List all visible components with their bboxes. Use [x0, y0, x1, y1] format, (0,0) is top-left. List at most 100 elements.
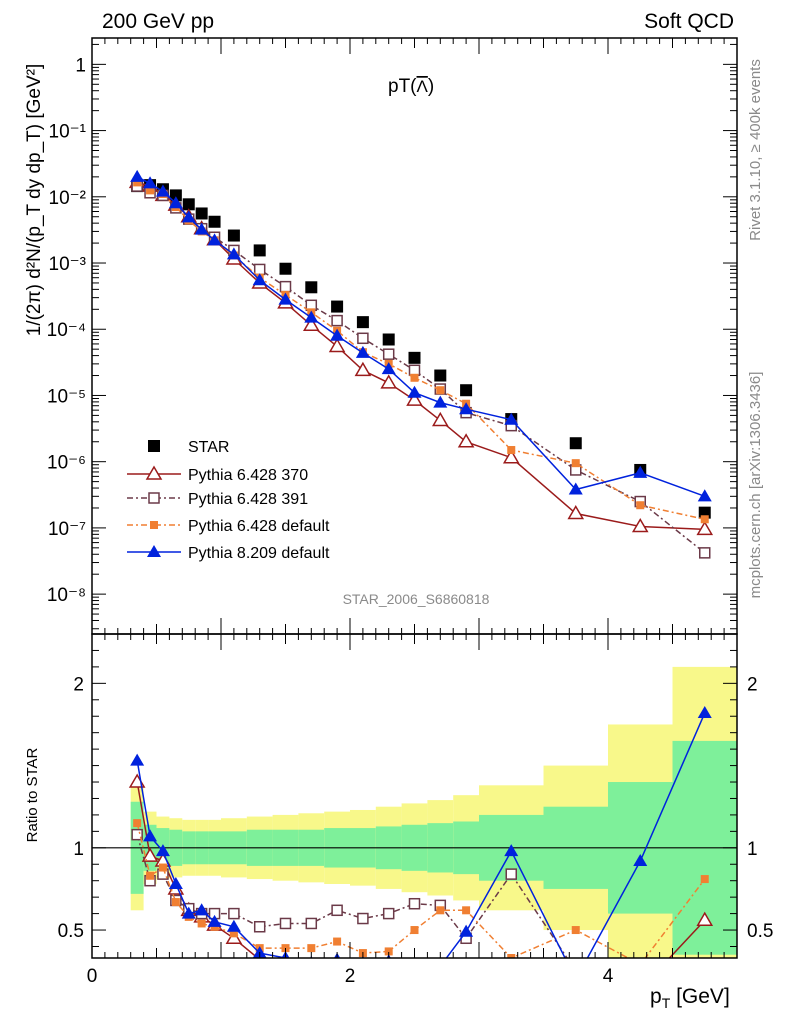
ratio-point	[279, 917, 292, 930]
data-point	[434, 369, 447, 382]
data-point	[208, 215, 221, 228]
data-point	[354, 361, 372, 377]
ratio-point	[700, 966, 710, 976]
data-point	[130, 169, 145, 182]
data-point	[195, 207, 208, 220]
legend-label: Pythia 6.428 391	[188, 491, 308, 508]
ratio-point	[410, 926, 419, 935]
ratio-point	[414, 957, 415, 958]
data-point	[382, 333, 395, 346]
ratio-pythia-8-209-default	[130, 705, 712, 984]
lower-y-ticks: 0.5 0.5 1 1 2 2	[58, 649, 773, 947]
data-point	[380, 374, 398, 389]
ratio-point	[635, 976, 645, 986]
ratio-point	[462, 906, 471, 915]
ratio-point	[569, 972, 583, 984]
data-point	[457, 433, 475, 448]
data-point	[194, 222, 209, 235]
y-tick-label: 0.5	[58, 921, 84, 942]
legend-marker	[147, 545, 161, 558]
plot-title-symbol: Λ	[417, 77, 429, 96]
ratio-point	[382, 907, 395, 920]
data-point	[382, 348, 395, 360]
ratio-point	[504, 963, 518, 975]
ratio-point	[433, 971, 447, 983]
ratio-point	[226, 919, 241, 932]
ratio-point	[433, 959, 447, 971]
data-point	[567, 505, 585, 520]
x-tick-label: 0	[87, 966, 98, 987]
lower-series	[128, 705, 714, 1002]
ratio-point	[382, 969, 396, 981]
legend-marker	[148, 440, 160, 452]
ratio-point	[155, 844, 170, 857]
data-point	[330, 328, 345, 341]
analysis-tag: STAR_2006_S6860818	[343, 591, 490, 607]
ratio-point	[408, 967, 422, 979]
y-tick-label: 10⁻⁶	[47, 453, 86, 474]
data-point	[357, 332, 369, 345]
lower-ylabel: Ratio to STAR	[24, 747, 41, 842]
ratio-point	[357, 912, 369, 925]
y-tick-label: 10⁻²	[49, 188, 87, 209]
data-point	[569, 437, 582, 450]
data-point	[133, 178, 142, 187]
ratio-point	[130, 753, 145, 766]
data-point	[696, 520, 714, 536]
data-point	[406, 391, 423, 406]
ratio-point	[333, 937, 342, 946]
ratio-point	[436, 906, 445, 915]
x-ticks: 0 2 4	[87, 38, 738, 987]
data-point	[436, 386, 445, 395]
data-point	[304, 310, 319, 323]
ratio-point	[569, 990, 583, 1002]
data-point	[253, 244, 266, 257]
x-tick-label: 2	[345, 966, 356, 987]
y-tick-label-right: 2	[747, 674, 758, 695]
data-point	[633, 465, 648, 478]
data-point	[431, 411, 449, 427]
ratio-point	[141, 847, 159, 862]
data-point	[410, 373, 419, 382]
data-point	[146, 186, 155, 195]
ratio-point	[168, 876, 183, 890]
series-pythia-8-209-default	[130, 169, 712, 502]
ratio-point	[146, 871, 155, 880]
ratio-point	[194, 903, 209, 916]
ratio-point	[207, 914, 222, 927]
data-point	[143, 176, 158, 189]
ratio-point	[505, 868, 517, 880]
rivet-label: Rivet 3.1.10, ≥ 400k events	[747, 59, 764, 241]
y-tick-label: 10⁻⁴	[47, 320, 86, 341]
data-point	[279, 280, 292, 293]
ratio-point	[131, 828, 143, 841]
data-point	[433, 395, 448, 408]
plot-title-main: pT(	[388, 76, 417, 97]
data-point	[302, 316, 320, 332]
ratio-point	[304, 961, 318, 973]
ratio-point	[229, 929, 238, 938]
data-point	[331, 314, 343, 327]
ratio-point	[408, 897, 421, 910]
data-point	[697, 489, 712, 502]
header-left: 200 GeV pp	[102, 10, 214, 33]
data-point	[568, 482, 583, 495]
legend-marker	[148, 492, 160, 504]
ratio-point	[507, 954, 516, 958]
legend: STAR Pythia 6.428 370 Pythia 6.428 391 Pyth…	[127, 439, 330, 562]
data-point	[279, 262, 292, 275]
ratio-point	[253, 921, 266, 933]
ratio-point	[696, 911, 714, 926]
ratio-point	[697, 705, 712, 718]
data-point	[502, 449, 520, 464]
ratio-point	[331, 904, 343, 917]
y-tick-label: 10⁻¹	[49, 122, 87, 143]
legend-marker	[145, 465, 163, 480]
y-tick-label: 1	[75, 55, 86, 76]
data-point	[207, 233, 222, 246]
data-point	[571, 459, 580, 468]
y-tick-label-right: 0.5	[747, 921, 773, 942]
data-point	[155, 184, 170, 197]
data-point	[407, 385, 422, 398]
